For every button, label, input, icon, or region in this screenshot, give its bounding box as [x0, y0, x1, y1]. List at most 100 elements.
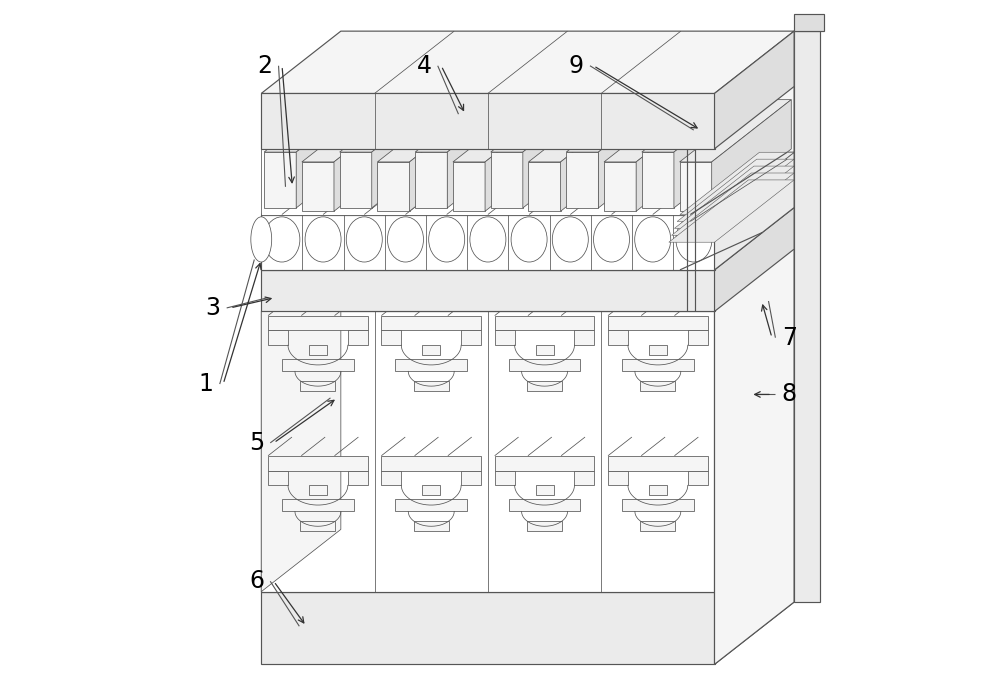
Polygon shape [282, 359, 354, 372]
Ellipse shape [387, 217, 423, 262]
Polygon shape [491, 90, 602, 152]
Polygon shape [268, 471, 288, 485]
Polygon shape [268, 316, 368, 330]
Polygon shape [420, 249, 524, 311]
Polygon shape [574, 330, 594, 345]
Text: 5: 5 [249, 431, 264, 455]
Polygon shape [264, 90, 376, 152]
Polygon shape [712, 100, 791, 211]
Ellipse shape [470, 217, 506, 262]
Polygon shape [392, 249, 496, 311]
Polygon shape [604, 100, 716, 162]
Polygon shape [715, 529, 794, 664]
Ellipse shape [429, 217, 465, 262]
Polygon shape [268, 456, 368, 471]
Text: 6: 6 [249, 570, 264, 593]
Polygon shape [261, 270, 715, 311]
Polygon shape [608, 471, 628, 485]
Text: 2: 2 [257, 54, 272, 78]
Polygon shape [461, 471, 481, 485]
Polygon shape [377, 162, 410, 211]
Polygon shape [453, 100, 565, 162]
Polygon shape [715, 31, 794, 149]
Polygon shape [642, 152, 674, 208]
Ellipse shape [251, 217, 272, 262]
Polygon shape [448, 249, 553, 311]
Polygon shape [261, 152, 794, 215]
Polygon shape [647, 249, 751, 311]
Polygon shape [528, 162, 561, 211]
Polygon shape [278, 249, 383, 311]
Text: 8: 8 [782, 383, 797, 406]
Polygon shape [688, 330, 708, 345]
Polygon shape [309, 485, 327, 495]
Text: 3: 3 [205, 296, 220, 320]
Polygon shape [688, 471, 708, 485]
Polygon shape [300, 521, 335, 531]
Polygon shape [261, 215, 715, 270]
Polygon shape [381, 330, 401, 345]
Polygon shape [636, 100, 716, 211]
Polygon shape [261, 208, 794, 270]
Polygon shape [608, 456, 708, 471]
Polygon shape [261, 31, 794, 93]
Polygon shape [523, 90, 602, 208]
Polygon shape [715, 249, 794, 592]
Polygon shape [505, 249, 609, 311]
Ellipse shape [552, 217, 588, 262]
Polygon shape [533, 249, 638, 311]
Polygon shape [414, 521, 449, 531]
Polygon shape [574, 471, 594, 485]
Polygon shape [495, 316, 594, 330]
Ellipse shape [264, 217, 300, 262]
Polygon shape [794, 31, 820, 602]
Polygon shape [261, 529, 794, 592]
Polygon shape [309, 345, 327, 355]
Text: 7: 7 [782, 326, 797, 349]
Ellipse shape [511, 217, 547, 262]
Polygon shape [302, 100, 414, 162]
Polygon shape [715, 152, 794, 270]
Polygon shape [604, 162, 636, 211]
Polygon shape [527, 381, 562, 391]
Polygon shape [485, 100, 565, 211]
Polygon shape [335, 249, 439, 311]
Polygon shape [495, 456, 594, 471]
Polygon shape [415, 152, 447, 208]
Polygon shape [618, 249, 723, 311]
Polygon shape [608, 330, 628, 345]
Polygon shape [415, 90, 527, 152]
Polygon shape [794, 14, 824, 31]
Ellipse shape [635, 217, 671, 262]
Polygon shape [528, 100, 640, 162]
Polygon shape [715, 31, 794, 664]
Polygon shape [495, 471, 515, 485]
Polygon shape [680, 100, 791, 162]
Polygon shape [495, 330, 515, 345]
Polygon shape [372, 90, 451, 208]
Polygon shape [640, 521, 675, 531]
Polygon shape [677, 159, 794, 221]
Polygon shape [536, 345, 554, 355]
Polygon shape [509, 359, 580, 372]
Text: 4: 4 [416, 54, 431, 78]
Polygon shape [395, 359, 467, 372]
Polygon shape [261, 149, 715, 215]
Polygon shape [381, 456, 481, 471]
Polygon shape [669, 180, 794, 242]
Polygon shape [715, 208, 794, 311]
Polygon shape [261, 249, 794, 311]
Polygon shape [300, 381, 335, 391]
Polygon shape [680, 162, 712, 211]
Ellipse shape [305, 217, 341, 262]
Polygon shape [640, 381, 675, 391]
Ellipse shape [593, 217, 630, 262]
Polygon shape [261, 592, 715, 664]
Ellipse shape [676, 217, 712, 262]
Polygon shape [348, 471, 368, 485]
Polygon shape [509, 499, 580, 511]
Polygon shape [307, 249, 411, 311]
Polygon shape [447, 90, 527, 208]
Polygon shape [674, 166, 794, 228]
Polygon shape [649, 485, 667, 495]
